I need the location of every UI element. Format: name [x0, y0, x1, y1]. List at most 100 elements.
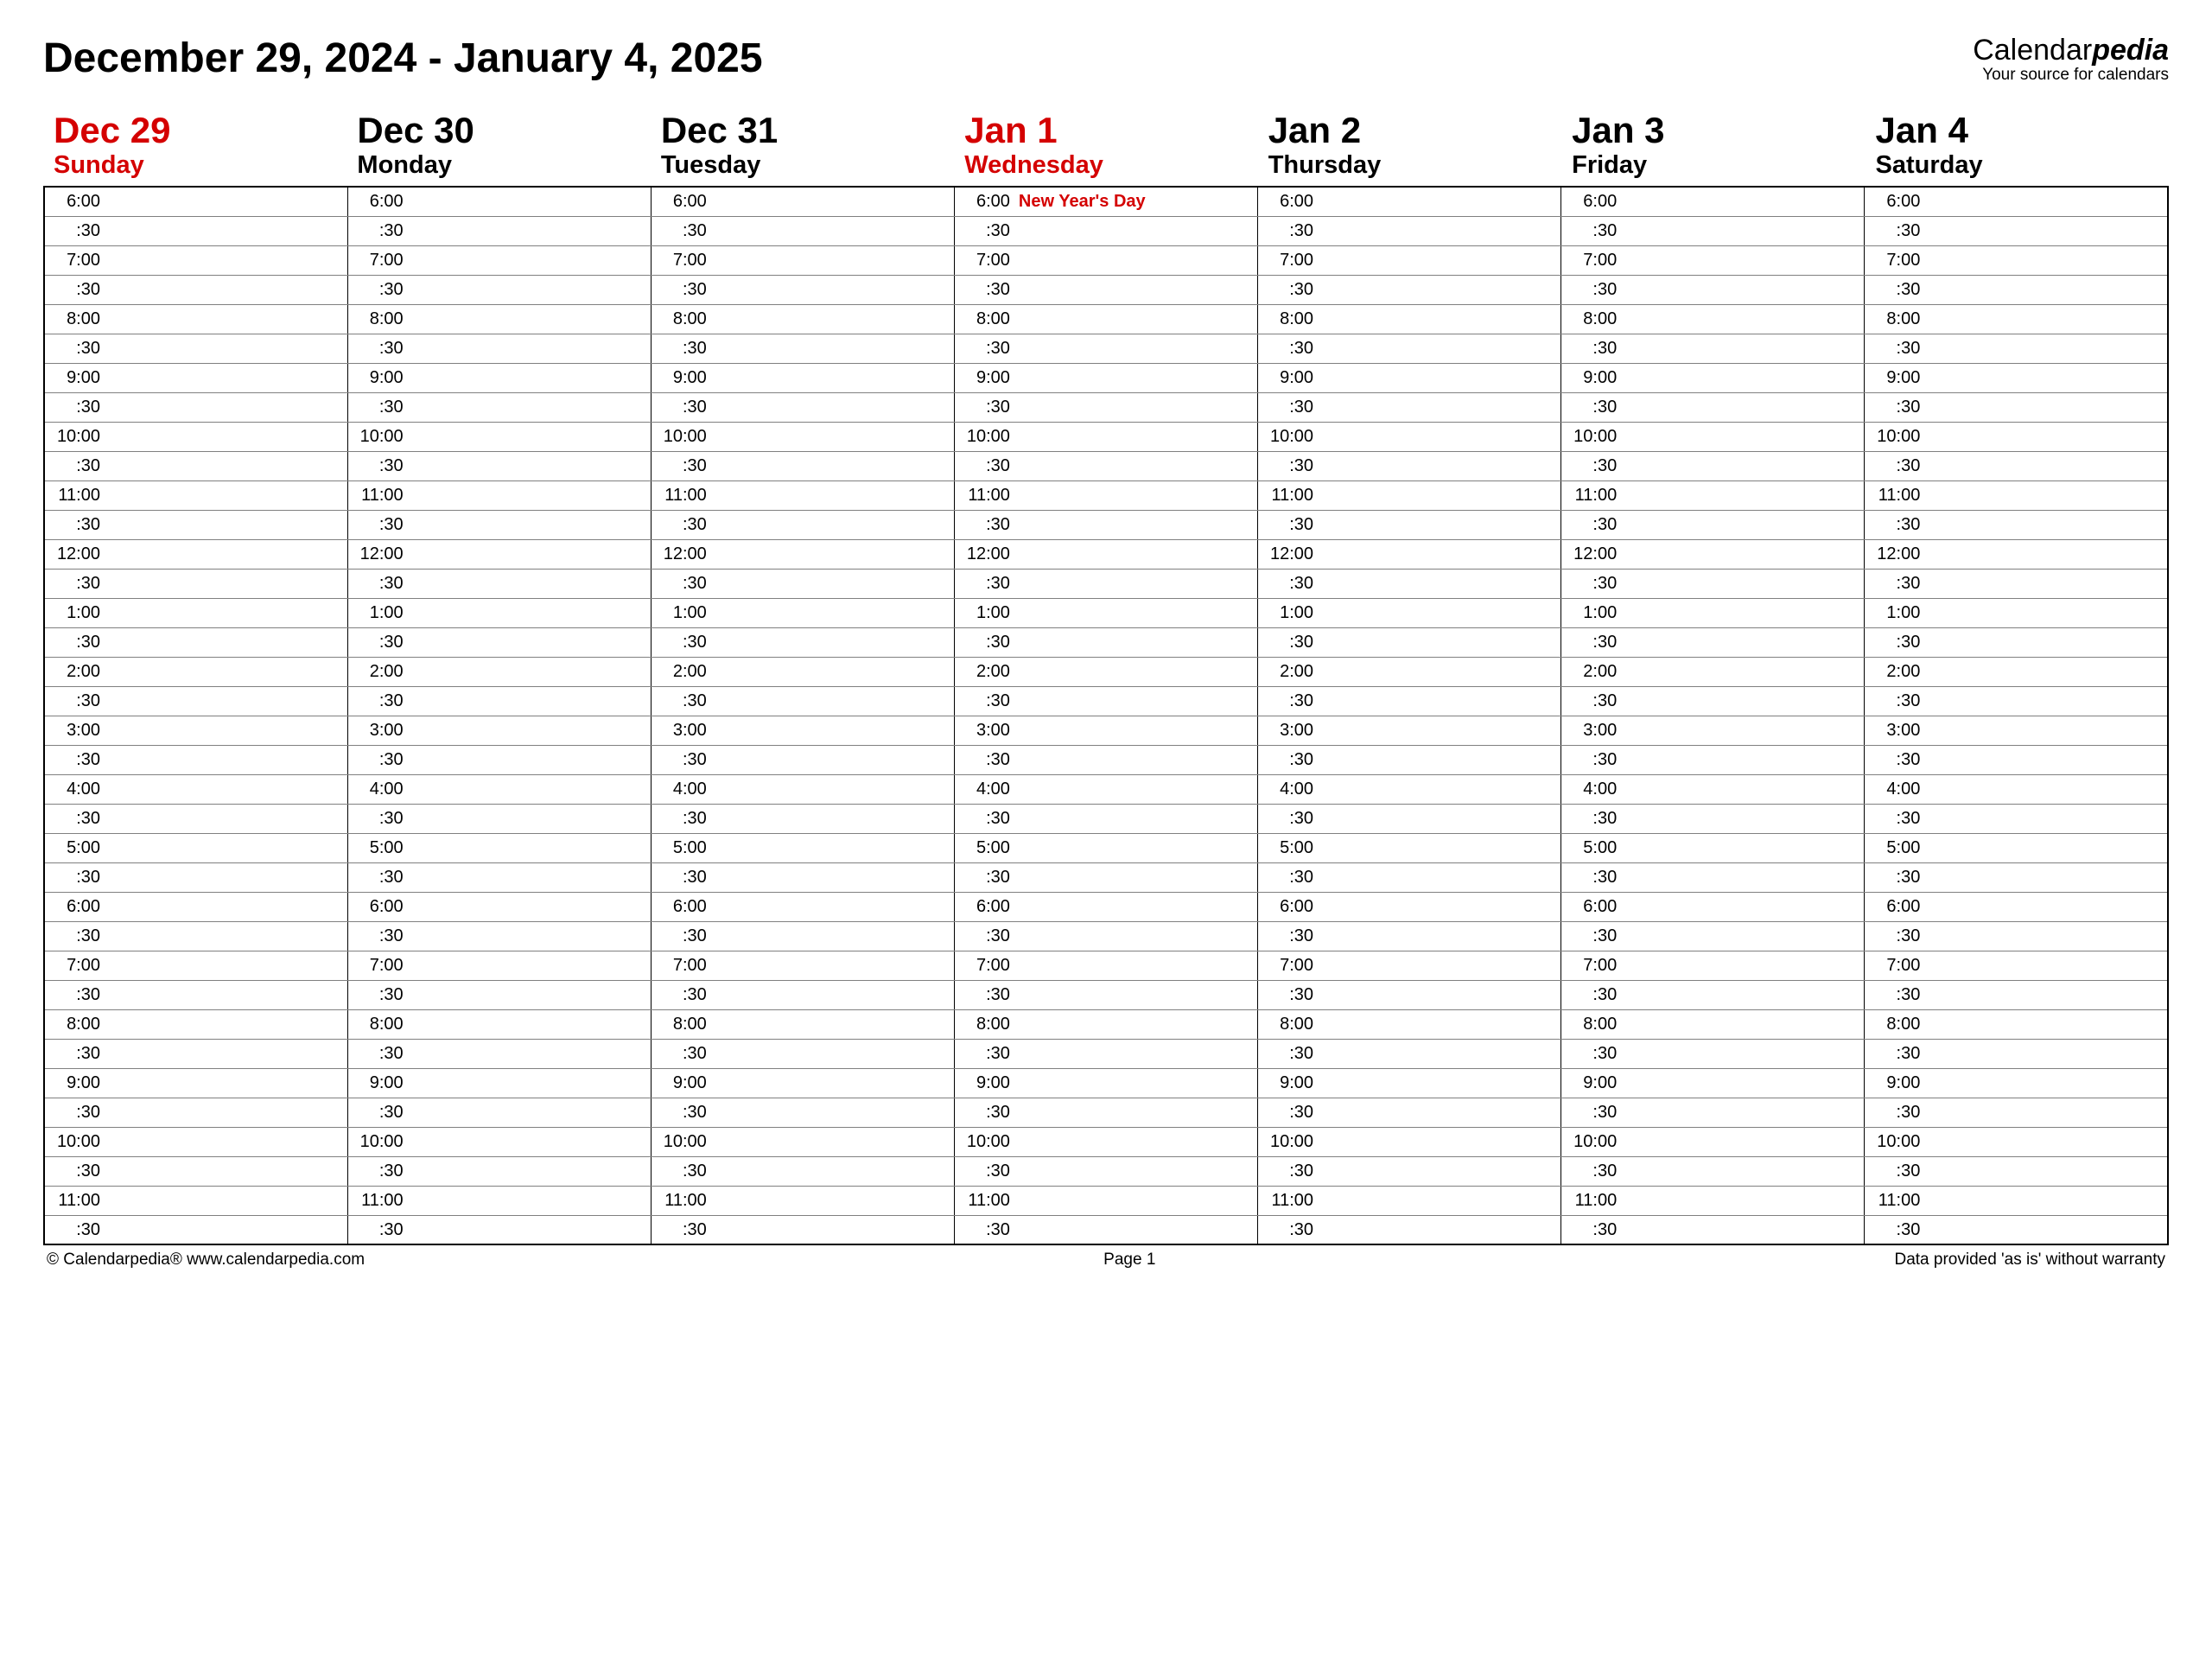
time-cell: :30	[954, 216, 1257, 245]
time-cell: :30	[1865, 334, 2168, 363]
time-label: :30	[652, 515, 710, 535]
time-label: 8:00	[1561, 309, 1620, 329]
time-label: 11:00	[955, 486, 1014, 506]
time-label: 10:00	[1258, 1132, 1317, 1152]
time-label: :30	[652, 868, 710, 888]
time-label: :30	[1865, 280, 1923, 300]
time-label: :30	[1258, 221, 1317, 241]
time-cell: :30	[651, 1039, 954, 1068]
time-label: :30	[652, 1103, 710, 1123]
time-label: :30	[1258, 926, 1317, 946]
time-cell: 7:00	[954, 951, 1257, 980]
time-label: :30	[955, 398, 1014, 417]
time-cell: 10:00	[1258, 422, 1561, 451]
time-label: :30	[1561, 633, 1620, 652]
time-label: 6:00	[1258, 192, 1317, 212]
time-cell: 8:00	[1258, 1009, 1561, 1039]
time-label: :30	[348, 280, 407, 300]
time-cell: :30	[1561, 569, 1865, 598]
time-label: 2:00	[1561, 662, 1620, 682]
time-label: :30	[1561, 1161, 1620, 1181]
time-label: :30	[45, 809, 104, 829]
time-label: :30	[955, 1103, 1014, 1123]
time-cell: :30	[954, 334, 1257, 363]
time-row: :30:30:30:30:30:30:30	[44, 804, 2168, 833]
time-label: 1:00	[1258, 603, 1317, 623]
time-cell: 9:00	[1865, 1068, 2168, 1098]
time-cell: 9:00	[1561, 1068, 1865, 1098]
time-cell: 11:00	[347, 480, 651, 510]
time-label: 11:00	[1865, 1191, 1923, 1211]
time-label: :30	[652, 574, 710, 594]
time-row: 4:004:004:004:004:004:004:00	[44, 774, 2168, 804]
time-cell: 10:00	[44, 422, 347, 451]
time-cell: 12:00	[651, 539, 954, 569]
time-label: :30	[955, 221, 1014, 241]
time-label: :30	[348, 1103, 407, 1123]
time-cell: :30	[347, 627, 651, 657]
time-cell: 6:00	[651, 187, 954, 216]
time-cell: :30	[347, 392, 651, 422]
time-cell: :30	[651, 334, 954, 363]
time-cell: :30	[1561, 686, 1865, 716]
time-cell: 9:00	[44, 363, 347, 392]
time-label: 4:00	[1865, 780, 1923, 799]
time-label: :30	[1865, 456, 1923, 476]
time-cell: :30	[1258, 1215, 1561, 1244]
time-cell: :30	[347, 569, 651, 598]
time-cell: 5:00	[1258, 833, 1561, 862]
time-cell: 1:00	[1561, 598, 1865, 627]
time-cell: :30	[1258, 392, 1561, 422]
time-cell: 8:00	[1561, 1009, 1865, 1039]
time-cell: :30	[347, 745, 651, 774]
time-cell: :30	[1865, 569, 2168, 598]
time-label: :30	[348, 515, 407, 535]
time-label: 5:00	[1258, 838, 1317, 858]
time-cell: :30	[1865, 686, 2168, 716]
time-cell: 11:00	[1865, 480, 2168, 510]
time-cell: :30	[954, 921, 1257, 951]
time-cell: :30	[44, 686, 347, 716]
time-cell: :30	[1561, 1215, 1865, 1244]
time-cell: 6:00	[1258, 187, 1561, 216]
time-cell: 12:00	[954, 539, 1257, 569]
time-label: 1:00	[45, 603, 104, 623]
time-cell: 9:00	[1865, 363, 2168, 392]
time-label: 2:00	[45, 662, 104, 682]
time-cell: 3:00	[1865, 716, 2168, 745]
time-cell: 3:00	[651, 716, 954, 745]
day-header: Jan 3Friday	[1561, 111, 1865, 181]
time-label: :30	[652, 1161, 710, 1181]
time-cell: :30	[954, 804, 1257, 833]
holiday-label: New Year's Day	[1019, 192, 1146, 211]
time-cell: :30	[1865, 451, 2168, 480]
time-label: 10:00	[1561, 427, 1620, 447]
time-cell: :30	[1258, 334, 1561, 363]
time-label: :30	[1258, 1044, 1317, 1064]
time-cell: :30	[347, 804, 651, 833]
time-label: :30	[652, 1044, 710, 1064]
time-label: 10:00	[1258, 427, 1317, 447]
time-cell: :30	[1865, 980, 2168, 1009]
time-cell: :30	[1258, 1098, 1561, 1127]
day-date: Dec 30	[357, 111, 650, 150]
time-row: 8:008:008:008:008:008:008:00	[44, 1009, 2168, 1039]
time-cell: 7:00	[954, 245, 1257, 275]
time-cell: 6:00	[1258, 892, 1561, 921]
time-cell: :30	[44, 569, 347, 598]
time-cell: 3:00	[44, 716, 347, 745]
time-cell: 5:00	[1865, 833, 2168, 862]
brand-suffix: pedia	[2092, 34, 2169, 67]
time-cell: 4:00	[651, 774, 954, 804]
time-cell: 6:00	[954, 892, 1257, 921]
time-label: 6:00	[348, 192, 407, 212]
time-cell: 10:00	[44, 1127, 347, 1156]
time-label: 6:00	[45, 897, 104, 917]
time-label: 2:00	[348, 662, 407, 682]
time-cell: :30	[1561, 862, 1865, 892]
time-cell: 5:00	[954, 833, 1257, 862]
time-cell: :30	[954, 1039, 1257, 1068]
time-label: :30	[45, 221, 104, 241]
time-label: :30	[1258, 868, 1317, 888]
time-label: :30	[1865, 633, 1923, 652]
